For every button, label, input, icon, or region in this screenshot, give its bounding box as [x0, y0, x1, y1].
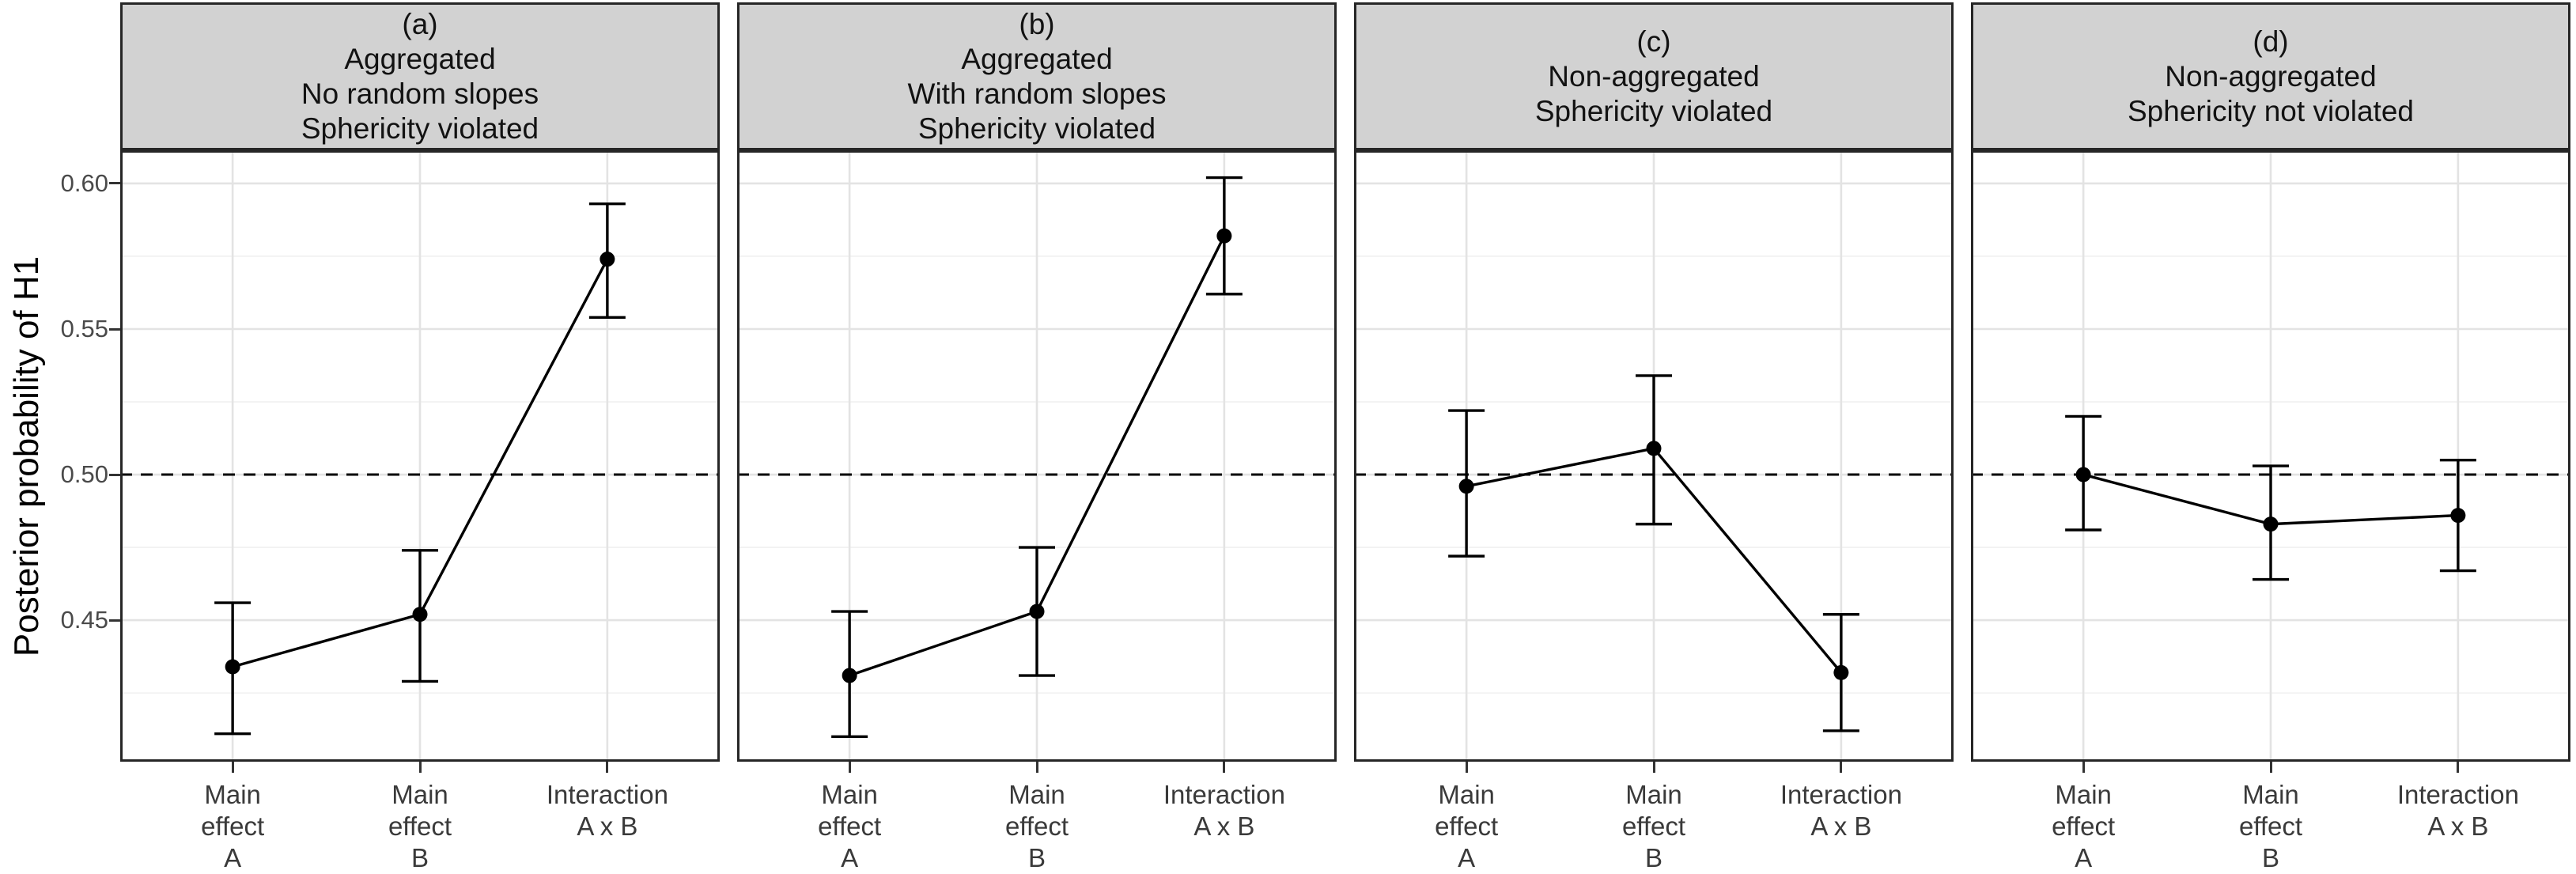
x-category-label: Main effect A: [1965, 779, 2202, 874]
x-category-label-line: B: [1027, 843, 1046, 872]
x-category-label: Main effect A: [114, 779, 351, 874]
y-tick-mark: [109, 473, 120, 476]
data-point: [2450, 508, 2466, 524]
x-tick-mark: [1652, 762, 1655, 773]
strip-text-line: No random slopes: [301, 77, 539, 110]
x-tick-mark: [1223, 762, 1226, 773]
x-category-label: Interaction A x B: [2340, 779, 2576, 842]
strip-text-line: Aggregated: [344, 42, 496, 75]
x-category-label-line: B: [1644, 843, 1662, 872]
data-point: [2263, 516, 2279, 532]
strip-text-line: (c): [1636, 25, 1671, 58]
y-tick-label: 0.55: [60, 315, 108, 342]
x-category-label: Interaction A x B: [1723, 779, 1960, 842]
panel-plot-area-4: [1971, 150, 2570, 762]
data-point: [1216, 228, 1232, 244]
x-category-label-line: Main: [204, 780, 261, 809]
x-tick-mark: [2269, 762, 2272, 773]
x-category-label-line: effect: [818, 812, 882, 841]
x-category-label-line: Main: [1438, 780, 1495, 809]
y-tick-mark: [109, 182, 120, 185]
x-category-label-line: effect: [1435, 812, 1499, 841]
x-category-label-line: Interaction: [1780, 780, 1902, 809]
panel-plot-area-2: [737, 150, 1337, 762]
facet-strip-a: (a) Aggregated No random slopes Sphericity …: [120, 2, 720, 150]
y-tick-label: 0.45: [60, 606, 108, 634]
data-point: [842, 668, 857, 683]
facet-strip-c: (c) Non-aggregated Sphericity violated: [1354, 2, 1954, 150]
data-point: [1029, 603, 1045, 619]
data-point: [1646, 441, 1662, 456]
x-category-label: Main effect B: [918, 779, 1156, 874]
y-tick-label: 0.50: [60, 460, 108, 489]
panel-plot-area-3: [1354, 150, 1954, 762]
x-category-label-line: Main: [821, 780, 878, 809]
x-category-label-line: effect: [1004, 812, 1069, 841]
data-point: [1833, 664, 1849, 680]
x-tick-mark: [231, 762, 234, 773]
x-tick-mark: [1840, 762, 1843, 773]
x-category-label: Interaction A x B: [489, 779, 726, 842]
y-tick-mark: [109, 327, 120, 331]
strip-text-line: Non-aggregated: [2165, 59, 2377, 93]
x-category-label-line: effect: [2238, 812, 2303, 841]
strip-text-line: (a): [402, 7, 438, 40]
x-category-label-line: Main: [1008, 780, 1065, 809]
facet-strip-d: (d) Non-aggregated Sphericity not violated: [1971, 2, 2570, 150]
x-category-label-line: effect: [201, 812, 265, 841]
x-tick-mark: [606, 762, 609, 773]
x-category-label-line: B: [2261, 843, 2279, 872]
x-tick-mark: [418, 762, 422, 773]
x-category-label-line: A x B: [1810, 812, 1872, 841]
x-category-label-line: Main: [2055, 780, 2112, 809]
strip-text-line: Sphericity violated: [917, 112, 1156, 145]
strip-text-line: Sphericity not violated: [2128, 94, 2414, 127]
x-category-label-line: Main: [392, 780, 448, 809]
data-point: [600, 252, 615, 267]
x-category-label-line: effect: [2052, 812, 2116, 841]
strip-text-line: (d): [2253, 25, 2289, 58]
x-tick-mark: [848, 762, 851, 773]
x-category-label: Interaction A x B: [1106, 779, 1343, 842]
strip-text-line: Aggregated: [961, 42, 1113, 75]
x-category-label-line: effect: [388, 812, 452, 841]
facet-strip-b: (b) Aggregated With random slopes Sphericit…: [737, 2, 1337, 150]
y-tick-label: 0.60: [60, 168, 108, 197]
strip-text-line: With random slopes: [907, 77, 1167, 110]
x-tick-mark: [2457, 762, 2460, 773]
x-category-label-line: A x B: [1193, 812, 1255, 841]
x-category-label-line: Interaction: [546, 780, 668, 809]
x-category-label-line: Interaction: [2396, 780, 2519, 809]
data-point: [412, 607, 428, 622]
y-tick-mark: [109, 619, 120, 622]
panel-plot-area-1: [120, 150, 720, 762]
panel-border: [1971, 150, 2570, 762]
strip-text-line: Sphericity violated: [1534, 94, 1773, 127]
panel-border: [120, 150, 720, 762]
panel-border: [737, 150, 1337, 762]
x-category-label-line: A x B: [2427, 812, 2489, 841]
data-point: [225, 659, 240, 675]
x-category-label-line: A x B: [577, 812, 638, 841]
x-category-label-line: effect: [1621, 812, 1686, 841]
strip-text-line: Non-aggregated: [1548, 59, 1760, 93]
x-category-label-line: Interaction: [1163, 780, 1285, 809]
x-category-label: Main effect A: [1348, 779, 1585, 874]
x-tick-mark: [1465, 762, 1468, 773]
x-category-label-line: B: [410, 843, 429, 872]
data-point: [2075, 467, 2091, 482]
x-category-label: Main effect B: [301, 779, 539, 874]
panel-border: [1354, 150, 1954, 762]
x-category-label-line: Main: [2242, 780, 2299, 809]
x-tick-mark: [2082, 762, 2085, 773]
data-point: [1458, 479, 1474, 494]
strip-text-line: (b): [1019, 7, 1055, 40]
x-category-label: Main effect B: [1535, 779, 1772, 874]
x-tick-mark: [1035, 762, 1038, 773]
strip-text-line: Sphericity violated: [301, 112, 539, 145]
x-category-label-line: Main: [1625, 780, 1682, 809]
